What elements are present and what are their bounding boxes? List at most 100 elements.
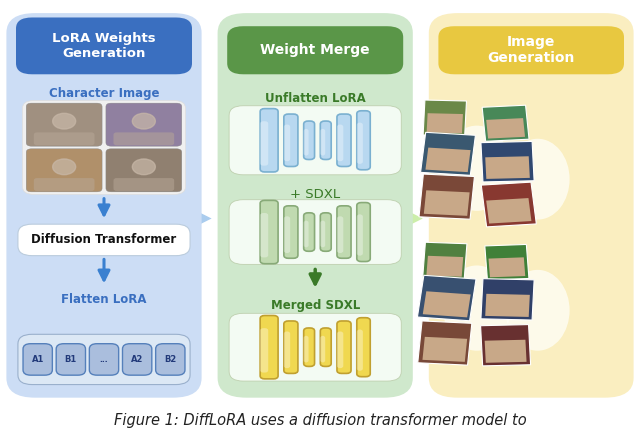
FancyBboxPatch shape [486, 118, 525, 139]
FancyBboxPatch shape [357, 111, 371, 170]
Text: Unflatten LoRA: Unflatten LoRA [265, 92, 365, 105]
FancyBboxPatch shape [284, 125, 290, 161]
FancyBboxPatch shape [357, 123, 363, 164]
Text: Character Image: Character Image [49, 87, 159, 101]
FancyBboxPatch shape [304, 129, 308, 156]
FancyBboxPatch shape [482, 105, 529, 141]
FancyBboxPatch shape [122, 343, 152, 375]
FancyBboxPatch shape [337, 321, 351, 373]
FancyBboxPatch shape [426, 148, 470, 172]
FancyBboxPatch shape [229, 200, 401, 264]
FancyBboxPatch shape [485, 244, 529, 280]
FancyBboxPatch shape [481, 182, 536, 227]
Circle shape [52, 159, 76, 175]
Text: A1: A1 [31, 355, 44, 364]
Text: A2: A2 [131, 355, 143, 364]
FancyBboxPatch shape [485, 156, 530, 179]
Circle shape [52, 113, 76, 129]
Ellipse shape [443, 126, 511, 211]
FancyBboxPatch shape [260, 328, 268, 372]
FancyBboxPatch shape [218, 13, 413, 398]
FancyBboxPatch shape [284, 321, 298, 373]
FancyBboxPatch shape [304, 221, 308, 247]
FancyBboxPatch shape [321, 129, 325, 156]
Text: + SDXL: + SDXL [290, 187, 340, 201]
Ellipse shape [443, 266, 511, 350]
FancyBboxPatch shape [485, 294, 530, 317]
FancyBboxPatch shape [304, 121, 315, 160]
FancyBboxPatch shape [260, 121, 268, 166]
Text: Image
Generation: Image Generation [488, 35, 575, 66]
FancyBboxPatch shape [484, 340, 527, 363]
FancyBboxPatch shape [34, 132, 95, 145]
FancyBboxPatch shape [357, 329, 363, 371]
FancyBboxPatch shape [6, 13, 202, 398]
FancyBboxPatch shape [481, 325, 531, 366]
Text: ...: ... [100, 355, 108, 364]
Text: Figure 1: DiffLoRA uses a diffusion transformer model to: Figure 1: DiffLoRA uses a diffusion tran… [114, 413, 526, 428]
FancyBboxPatch shape [337, 125, 343, 161]
FancyBboxPatch shape [284, 331, 290, 368]
FancyBboxPatch shape [337, 216, 343, 253]
FancyBboxPatch shape [90, 343, 118, 375]
FancyBboxPatch shape [427, 113, 463, 133]
FancyBboxPatch shape [106, 103, 182, 146]
FancyBboxPatch shape [337, 114, 351, 166]
FancyBboxPatch shape [304, 213, 315, 251]
FancyBboxPatch shape [26, 149, 102, 192]
FancyBboxPatch shape [304, 336, 308, 363]
FancyBboxPatch shape [337, 331, 343, 368]
FancyBboxPatch shape [488, 257, 525, 277]
FancyBboxPatch shape [229, 313, 401, 381]
FancyBboxPatch shape [56, 343, 86, 375]
FancyBboxPatch shape [260, 213, 268, 257]
FancyBboxPatch shape [417, 275, 476, 321]
FancyBboxPatch shape [357, 214, 363, 256]
FancyBboxPatch shape [156, 343, 185, 375]
FancyBboxPatch shape [420, 132, 476, 175]
FancyBboxPatch shape [357, 318, 371, 377]
Text: Merged SDXL: Merged SDXL [271, 299, 360, 312]
Text: B1: B1 [65, 355, 77, 364]
FancyBboxPatch shape [426, 256, 463, 277]
FancyBboxPatch shape [357, 203, 371, 261]
FancyBboxPatch shape [422, 337, 467, 362]
FancyBboxPatch shape [481, 279, 534, 320]
FancyBboxPatch shape [486, 198, 531, 224]
FancyBboxPatch shape [113, 178, 174, 191]
FancyBboxPatch shape [229, 106, 401, 175]
FancyBboxPatch shape [106, 149, 182, 192]
FancyBboxPatch shape [423, 100, 467, 136]
Ellipse shape [506, 270, 570, 350]
Text: Diffusion Transformer: Diffusion Transformer [31, 233, 177, 246]
FancyBboxPatch shape [337, 206, 351, 258]
FancyBboxPatch shape [429, 13, 634, 398]
FancyBboxPatch shape [321, 328, 332, 366]
FancyBboxPatch shape [284, 206, 298, 258]
FancyBboxPatch shape [26, 103, 102, 146]
FancyBboxPatch shape [419, 174, 474, 219]
FancyBboxPatch shape [284, 216, 290, 253]
FancyBboxPatch shape [418, 321, 472, 365]
Text: Flatten LoRA: Flatten LoRA [61, 293, 147, 306]
FancyBboxPatch shape [34, 178, 95, 191]
Text: LoRA Weights
Generation: LoRA Weights Generation [52, 32, 156, 60]
FancyBboxPatch shape [227, 26, 403, 74]
FancyBboxPatch shape [424, 190, 470, 216]
FancyBboxPatch shape [304, 328, 315, 366]
Text: B2: B2 [164, 355, 177, 364]
FancyBboxPatch shape [23, 343, 52, 375]
FancyBboxPatch shape [481, 142, 534, 182]
FancyBboxPatch shape [321, 336, 325, 363]
Ellipse shape [506, 139, 570, 220]
FancyBboxPatch shape [260, 109, 278, 172]
FancyBboxPatch shape [423, 291, 470, 317]
Text: Weight Merge: Weight Merge [260, 43, 370, 57]
FancyBboxPatch shape [260, 316, 278, 379]
FancyBboxPatch shape [284, 114, 298, 166]
FancyBboxPatch shape [321, 121, 332, 160]
FancyBboxPatch shape [18, 224, 190, 256]
FancyBboxPatch shape [438, 26, 624, 74]
FancyBboxPatch shape [18, 334, 190, 385]
Circle shape [132, 159, 156, 175]
